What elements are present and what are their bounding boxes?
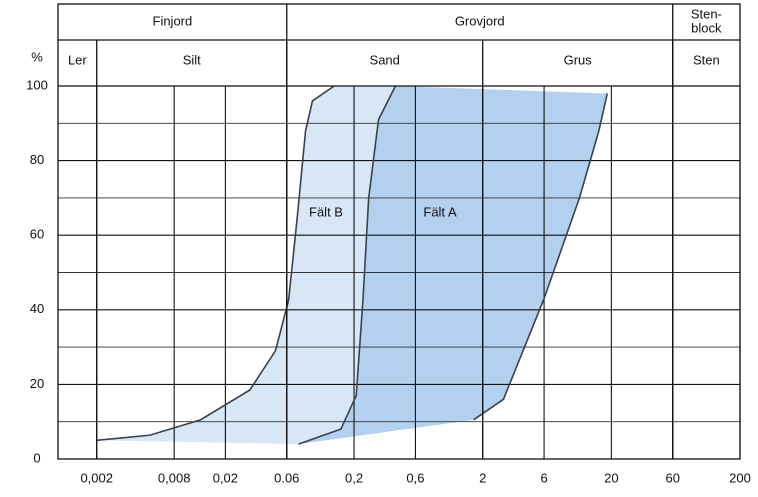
y-tick-label: 40 [30, 301, 44, 316]
class-label: Sand [370, 52, 400, 67]
class-label: Sten [693, 52, 720, 67]
x-tick-label: 0,008 [158, 470, 191, 485]
boundary-curve [298, 85, 397, 445]
group-label: block [691, 20, 722, 35]
x-tick-label: 200 [729, 470, 751, 485]
x-tick-label: 6 [540, 470, 547, 485]
field-area [96, 86, 396, 445]
x-tick-label: 0,02 [213, 470, 238, 485]
y-tick-label: 20 [30, 376, 44, 391]
group-label: Grovjord [455, 13, 505, 28]
frame [57, 3, 741, 460]
group-label: Finjord [153, 13, 193, 28]
y-unit: % [31, 49, 43, 64]
y-tick-label: 60 [30, 227, 44, 242]
x-tick-label: 0,2 [345, 470, 363, 485]
x-tick-label: 0.06 [274, 470, 299, 485]
class-label: Grus [564, 52, 593, 67]
group-label: Sten- [691, 6, 722, 21]
x-tick-label: 60 [665, 470, 679, 485]
field-area [298, 86, 608, 445]
field-label: Fält A [423, 204, 457, 219]
class-label: Silt [183, 52, 201, 67]
x-tick-label: 0,6 [406, 470, 424, 485]
field-label: Fält B [309, 204, 343, 219]
class-label: Ler [68, 52, 87, 67]
y-tick-label: 0 [33, 450, 40, 465]
boundary-curve [96, 85, 335, 442]
x-tick-label: 20 [604, 470, 618, 485]
boundary-curve [473, 93, 609, 421]
x-tick-label: 2 [479, 470, 486, 485]
x-tick-label: 0,002 [80, 470, 113, 485]
y-tick-label: 100 [26, 77, 48, 92]
y-tick-label: 80 [30, 152, 44, 167]
